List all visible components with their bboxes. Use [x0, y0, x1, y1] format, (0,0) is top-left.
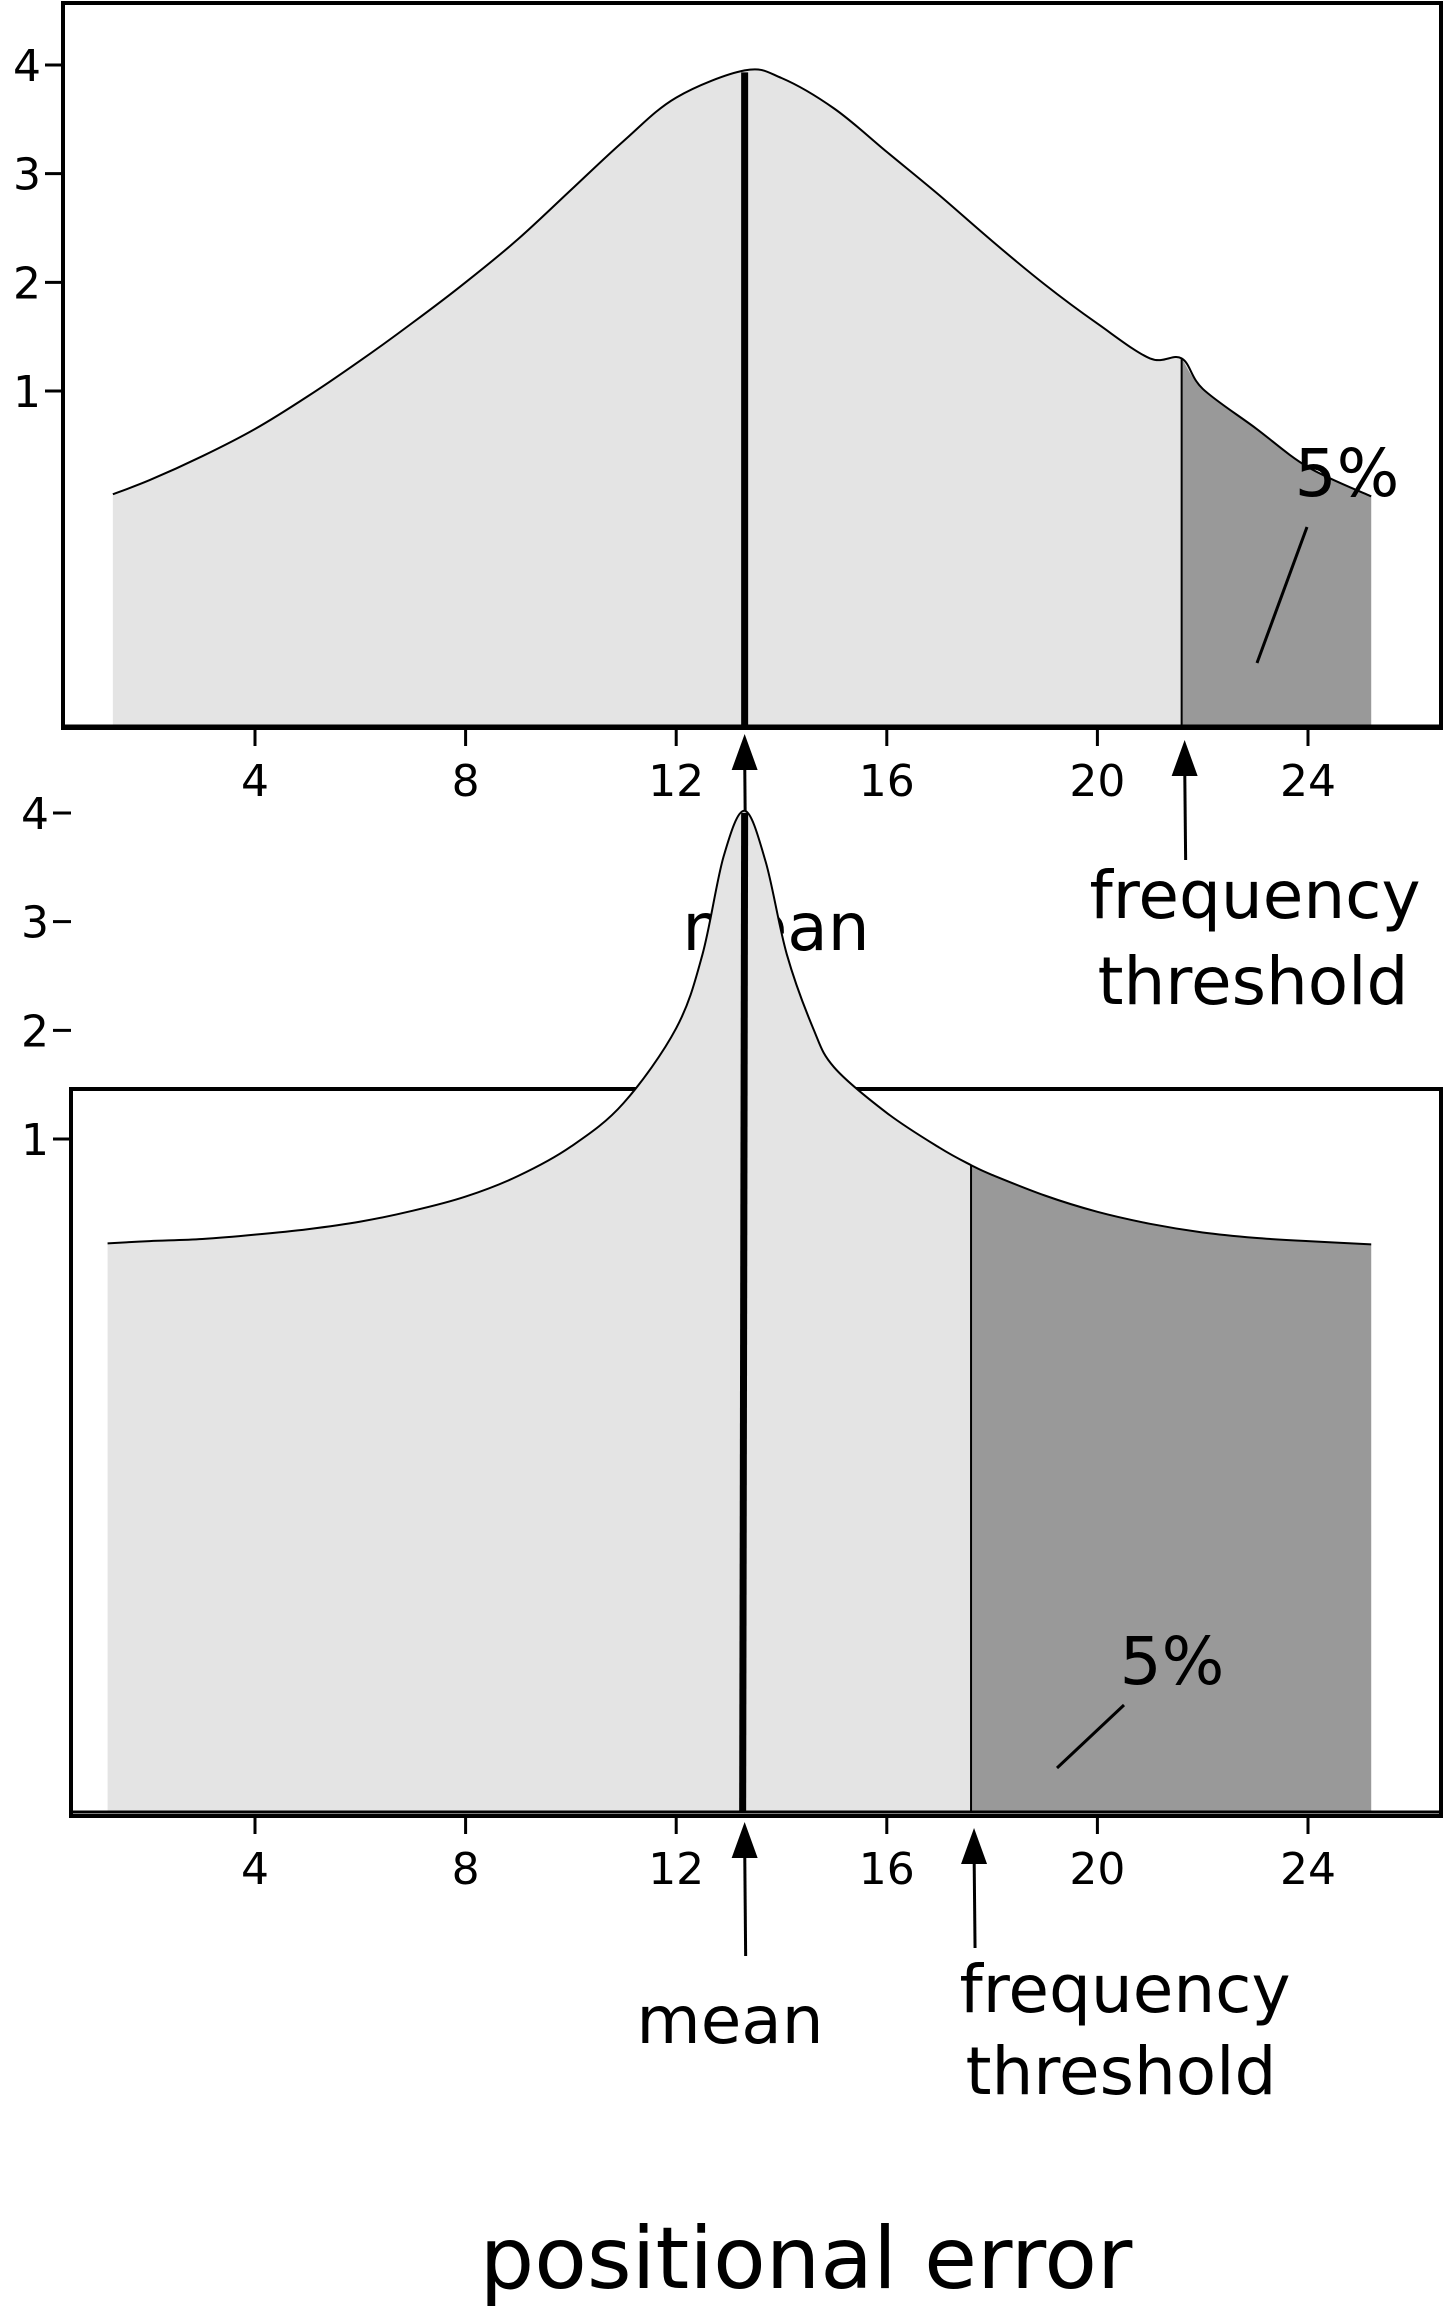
y-ticks: 1 2 3 4 [13, 41, 63, 418]
y-ticks: 1 2 3 4 [21, 789, 71, 1166]
plot-frame [61, 1, 1443, 730]
y-tick-label: 2 [21, 1006, 49, 1057]
y-tick-label: 3 [21, 898, 49, 949]
y-tick-label: 2 [13, 258, 41, 309]
x-tick-label: 20 [1069, 1844, 1125, 1895]
tail-pointer-line [1255, 526, 1309, 664]
x-tick-label: 12 [648, 1844, 704, 1895]
arrow-shaft [1183, 759, 1188, 861]
arrow-head [731, 734, 758, 770]
threshold-label-line2: threshold [1098, 943, 1409, 1020]
arrow-shaft [972, 1847, 977, 1949]
x-tick-label: 12 [648, 756, 704, 807]
tail-percent-label: 5% [1295, 435, 1400, 512]
distribution-curve [107, 809, 1372, 1246]
tail-percent-label: 5% [1120, 1623, 1225, 1700]
x-tick-label: 24 [1280, 756, 1336, 807]
x-tick-label: 4 [241, 756, 269, 807]
mean-arrow [731, 1822, 758, 1957]
y-tick-label: 4 [13, 41, 41, 92]
y-tick-label: 1 [13, 367, 41, 418]
tail-area [1181, 358, 1372, 726]
threshold-label-line1: frequency [1089, 857, 1420, 934]
x-ticks: 4 8 12 16 20 24 [241, 728, 1336, 807]
threshold-label-line2: threshold [966, 2033, 1277, 2110]
mean-label: mean [636, 1982, 823, 2059]
arrow-head [961, 1828, 988, 1864]
x-tick-label: 16 [859, 1844, 915, 1895]
x-tick-label: 8 [452, 756, 480, 807]
tail-pointer-line [1055, 1703, 1126, 1770]
tail-area [971, 1165, 1372, 1812]
x-axis-label: positional error [480, 2209, 1133, 2309]
threshold-arrow [961, 1828, 988, 1949]
threshold-arrow [1171, 740, 1198, 861]
arrow-shaft [743, 1841, 748, 1957]
x-tick-label: 4 [241, 1844, 269, 1895]
y-tick-label: 3 [13, 150, 41, 201]
threshold-label-line1: frequency [959, 1951, 1290, 2028]
x-tick-label: 8 [452, 1844, 480, 1895]
x-tick-label: 16 [859, 756, 915, 807]
mean-line [739, 812, 749, 1813]
y-tick-label: 1 [21, 1115, 49, 1166]
x-tick-label: 24 [1280, 1844, 1336, 1895]
arrow-head [731, 1822, 758, 1858]
distribution-curve [112, 68, 1372, 498]
x-ticks: 4 8 12 16 20 24 [241, 1816, 1336, 1895]
arrow-head [1171, 740, 1198, 776]
y-tick-label: 4 [21, 789, 49, 840]
x-tick-label: 20 [1069, 756, 1125, 807]
